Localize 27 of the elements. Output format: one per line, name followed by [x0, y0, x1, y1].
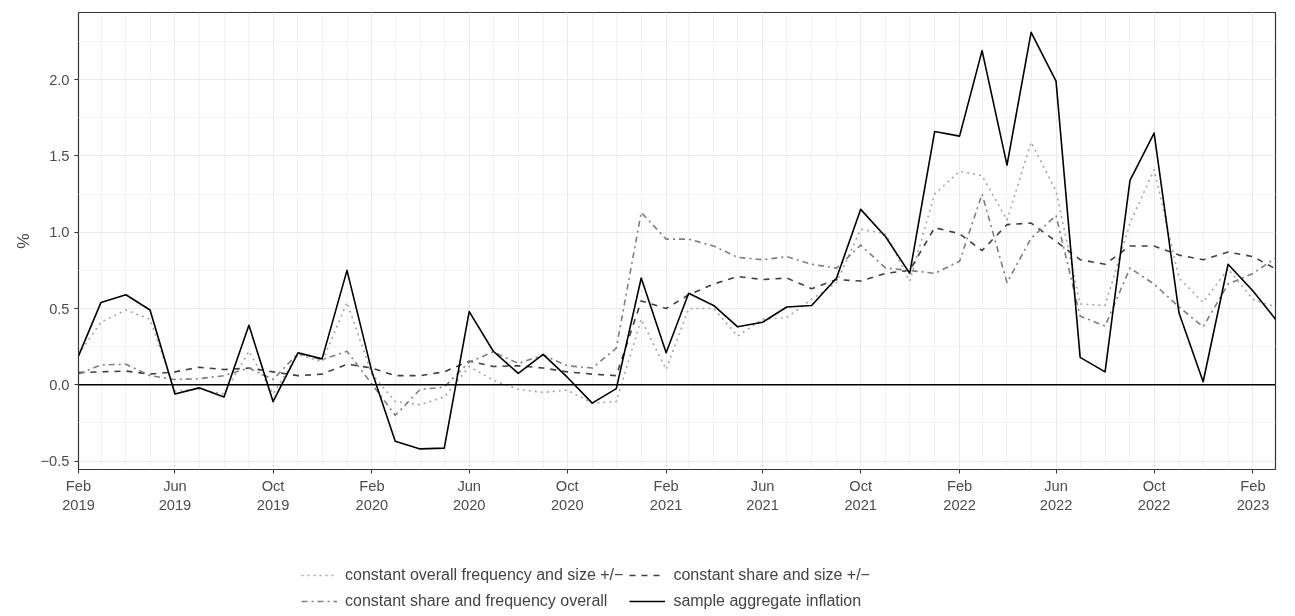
x-tick-label: Feb 2020 [355, 477, 389, 513]
y-tick-label: −0.5 [40, 453, 70, 470]
x-tick-label: Jun 2020 [452, 477, 486, 513]
legend-label: constant share and size +/− [673, 566, 870, 584]
x-tick-label: Feb 2022 [943, 477, 976, 513]
x-tick-label: Oct 2020 [550, 477, 584, 513]
x-tick-label: Jun 2022 [1039, 477, 1073, 513]
y-axis-title: % [12, 233, 33, 249]
line-series [78, 222, 1276, 377]
y-tick-label: 1.0 [49, 224, 70, 241]
x-tick-label: Jun 2021 [746, 477, 779, 513]
x-tick-label: Feb 2023 [1236, 477, 1270, 513]
legend-label: constant overall frequency and size +/− [345, 566, 624, 584]
x-tick-label: Feb 2021 [649, 477, 683, 513]
x-tick-label: Oct 2022 [1137, 477, 1171, 513]
y-tick-label: 0.5 [49, 300, 70, 317]
line-series [78, 31, 1276, 450]
x-tick-label: Oct 2021 [844, 477, 877, 513]
legend-label: constant share and frequency overall [345, 592, 608, 610]
y-tick-label: 0.0 [49, 376, 70, 393]
x-tick-label: Feb 2019 [62, 477, 95, 513]
x-tick-label: Oct 2019 [256, 477, 290, 513]
legend-label: sample aggregate inflation [673, 592, 862, 610]
y-tick-label: 1.5 [49, 147, 70, 164]
x-tick-label: Jun 2019 [158, 477, 192, 513]
line-series [78, 193, 1276, 417]
y-tick-label: 2.0 [49, 71, 70, 88]
